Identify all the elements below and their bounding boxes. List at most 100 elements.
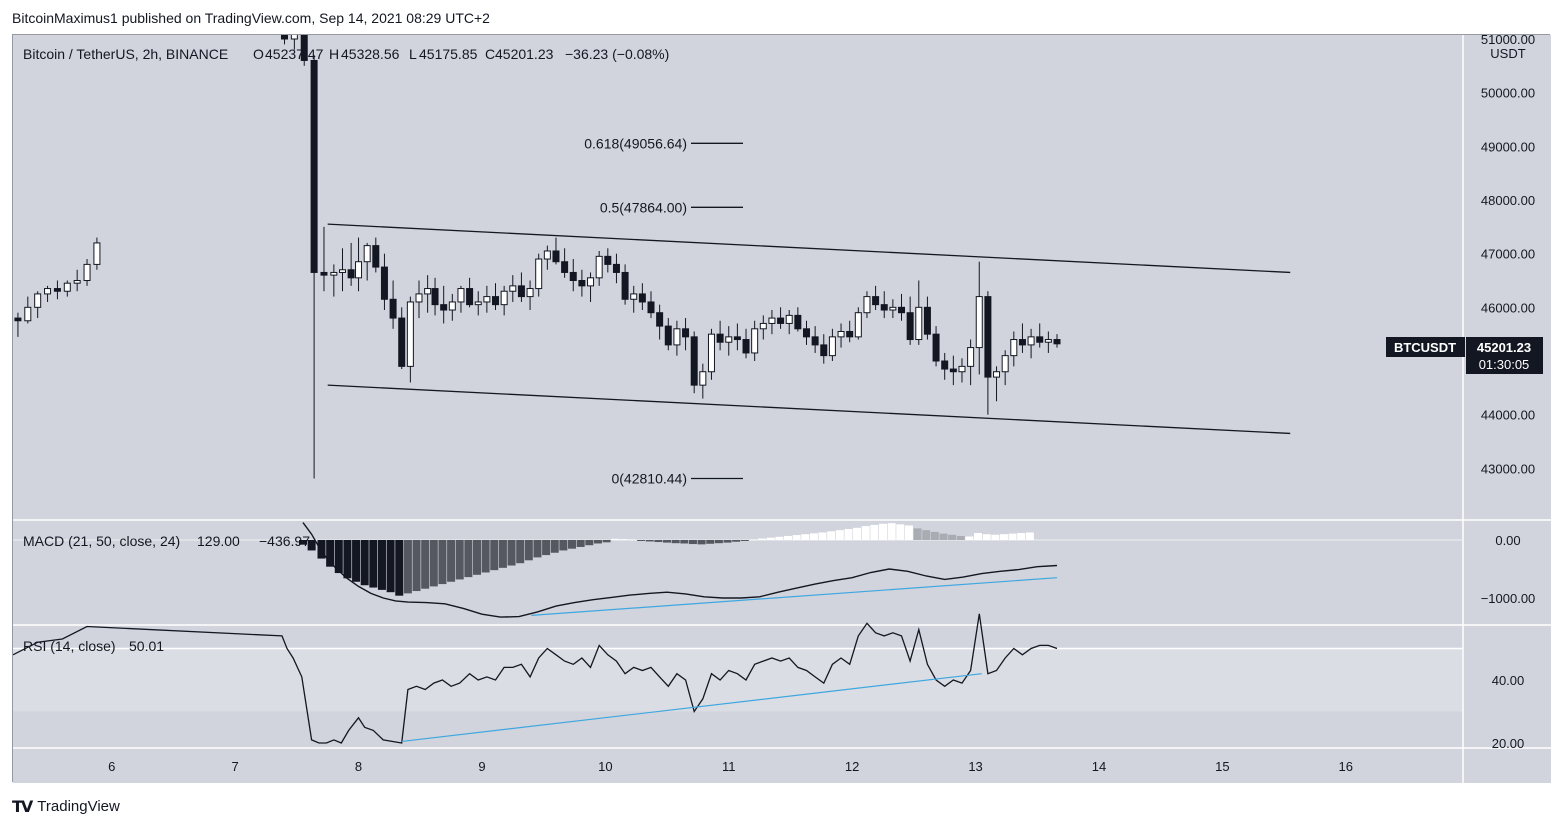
macd-hist-bar [576,540,585,547]
close-label: C [485,46,495,62]
macd-hist-bar [922,530,931,540]
open-label: O [253,46,264,62]
candle-body [1036,336,1044,343]
low-value: 45175.85 [419,46,478,62]
footer-brand[interactable]: TradingView [37,797,120,815]
macd-hist-bar [697,540,706,545]
candle-body [1027,336,1035,346]
candle-body [310,59,318,273]
macd-hist-bar [559,540,568,551]
candle-body [561,261,569,273]
candle-body [280,35,288,40]
candle [14,312,22,337]
candle [310,55,318,479]
chart-frame[interactable]: 0.618(49056.64) 0.5(47864.00) 0(42810.44) … [12,34,1551,783]
candle-body [716,333,724,343]
macd-hist-bar [688,540,697,545]
candle-body [837,330,845,338]
candle [742,328,750,359]
publish-info: BitcoinMaximus1 published on TradingView… [12,10,490,26]
candle [664,318,672,351]
candle-body [846,330,854,338]
macd-hist-bar [307,540,316,551]
candle [543,245,551,270]
macd-trendline [531,577,1058,616]
candle-body [363,245,371,263]
last-price: 45201.23 [1477,340,1531,355]
chart-canvas[interactable]: 0.618(49056.64)0.5(47864.00)0(42810.44) … [13,35,1551,783]
candle-body [707,333,715,373]
candles-layer [14,35,1061,479]
macd-hist-bar [507,540,516,566]
candle-body [466,288,474,306]
candle [509,275,517,302]
candle-body [448,301,456,311]
candle [578,269,586,297]
candle [290,35,298,50]
candle [93,237,101,270]
time-tick-label: 7 [232,759,239,774]
candle [630,285,638,313]
overlays-layer: 0.618(49056.64) 0.5(47864.00) 0(42810.44) [327,135,1291,487]
candle-body [457,288,465,303]
macd-value-2: −436.97 [259,533,310,549]
candle [363,242,371,281]
macd-hist-bar [473,540,481,575]
candle [398,307,406,370]
rsi-tick-label: 20.00 [1492,736,1525,751]
macd-hist-bar [421,540,430,589]
rsi-legend[interactable]: RSI (14, close) [23,638,116,654]
tradingview-logo-icon[interactable]: TV [12,796,33,816]
candle [431,277,439,316]
candle-body [889,306,897,311]
candle [526,280,534,311]
candle-body [621,271,629,300]
macd-hist-bar [948,534,957,540]
candle-body [389,298,397,319]
macd-layer [13,522,1463,618]
candle-body [587,277,595,287]
candle-body [14,317,22,322]
macd-hist-bar [801,534,810,540]
candle [785,310,793,335]
channel-upper-line [327,223,1291,274]
macd-tick-label: 0.00 [1495,533,1520,548]
macd-hist-bar [732,540,741,542]
macd-hist-bar [706,540,715,544]
candle [846,320,854,343]
candle-body [380,266,388,300]
time-tick-label: 8 [355,759,362,774]
candle-body [569,271,577,281]
candle [535,253,543,297]
macd-hist-bar [637,540,646,541]
candle [707,328,715,380]
rsi-band [13,648,1463,712]
macd-hist-bar [792,535,801,540]
macd-hist-bar [844,528,853,540]
price-tick-label: 47000.00 [1481,247,1535,262]
macd-hist-bar [516,540,525,564]
candle [587,272,595,302]
macd-hist-bar [550,540,559,553]
price-tick-label: 49000.00 [1481,139,1535,154]
symbol-legend[interactable]: Bitcoin / TetherUS, 2h, BINANCE [23,46,228,62]
price-tick-label: 48000.00 [1481,193,1535,208]
candle-body [794,314,802,330]
high-label: H [329,46,339,62]
candle-body [34,293,42,308]
macd-legend[interactable]: MACD (21, 50, close, 24) [23,533,180,549]
candle [923,296,931,340]
macd-hist-bar [835,530,844,540]
candle [811,326,819,353]
macd-hist-bar [585,540,594,546]
candle [1018,323,1026,353]
candle [733,323,741,351]
candle [372,237,380,273]
candle-body [690,336,698,386]
candle-body [958,365,966,373]
macd-hist-bar [663,540,672,543]
candle [83,259,91,286]
macd-hist-bar [965,536,974,540]
macd-hist-bar [568,540,577,549]
candle [457,285,465,313]
